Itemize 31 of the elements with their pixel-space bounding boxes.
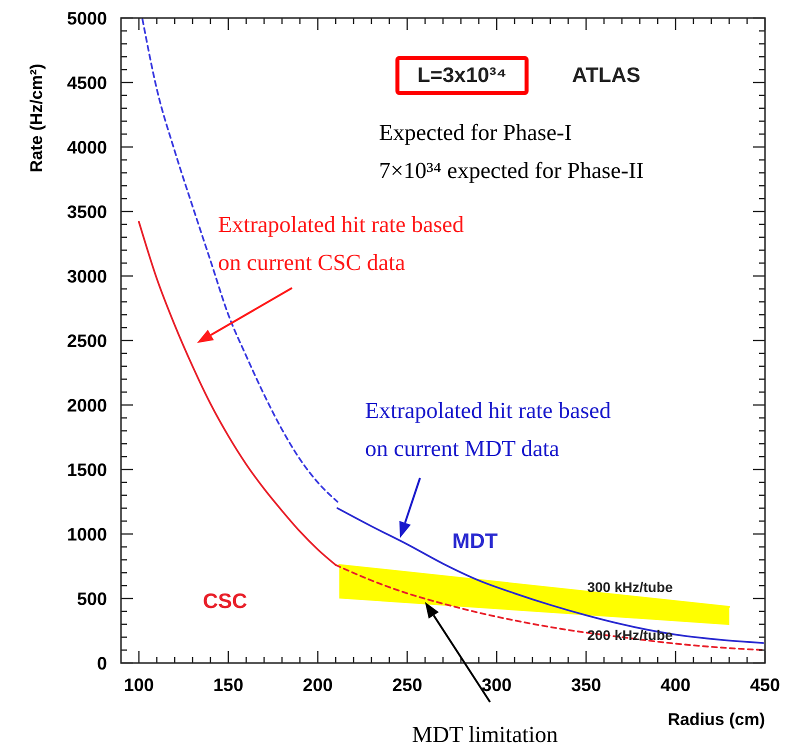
y-tick-label: 4000 [66,137,107,158]
y-axis-title: Rate (Hz/cm²) [27,64,46,172]
x-tick-label: 400 [660,675,691,695]
annotation: CSC [202,590,248,613]
annotation: 300 kHz/tube [587,579,674,595]
x-tick-label: 150 [213,675,244,695]
y-tick-label: 3500 [66,202,107,222]
y-tick-label: 3000 [66,266,107,286]
x-axis-title: Radius (cm) [668,710,765,729]
y-tick-label: 5000 [66,8,107,28]
annotation: MDT [452,530,498,553]
y-tick-label: 2000 [66,395,107,416]
annotation: Extrapolated hit rate based on current CSC data [218,212,464,275]
x-tick-label: 350 [571,675,602,695]
annotation: Extrapolated hit rate based on current MDT data [365,398,612,461]
y-tick-label: 0 [96,653,107,674]
annotation: Expected for Phase-I [379,120,572,145]
text: MDT limitation [412,722,558,747]
y-tick-label: 1000 [66,524,107,544]
y-tick-label: 2500 [66,330,107,351]
x-tick-label: 450 [750,675,780,695]
y-tick-label: 4500 [66,72,107,93]
annotation: ATLAS [572,64,640,87]
x-tick-label: 100 [124,675,154,695]
x-tick-label: 300 [482,675,512,695]
annotation: L=3x10³⁴ [417,64,507,87]
y-tick-label: 1500 [66,460,107,480]
annotation: 7×10³⁴ expected for Phase-II [379,158,644,183]
x-tick-label: 200 [302,675,333,695]
x-tick-label: 250 [392,675,422,695]
y-tick-label: 500 [76,588,107,609]
